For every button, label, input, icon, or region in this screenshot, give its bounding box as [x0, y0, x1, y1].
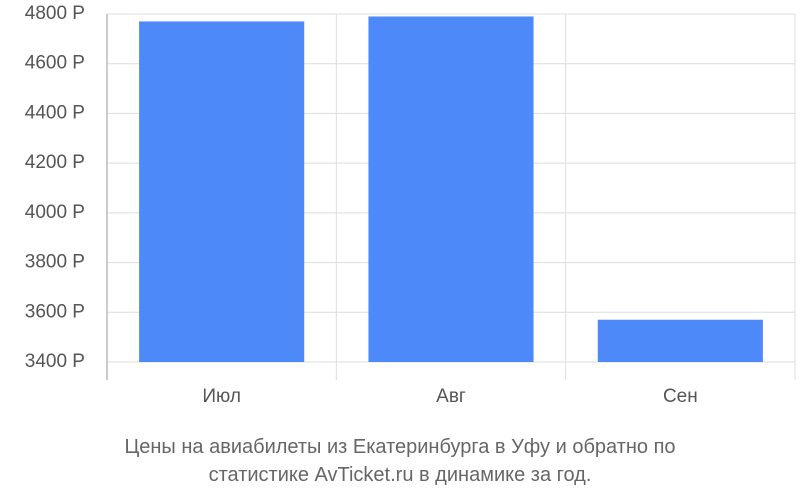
bar [368, 16, 534, 362]
y-tick-label: 4000 Р [25, 202, 85, 223]
chart: 3400 Р 3600 Р 3800 Р 4000 Р 4200 Р 4400 Р 4600… [25, 3, 796, 407]
x-tick-label: Июл [202, 386, 241, 407]
x-tick-label: Авг [436, 386, 466, 407]
y-tick-label: 3800 Р [25, 252, 85, 273]
y-tick-label: 3600 Р [25, 301, 85, 322]
bar [597, 319, 763, 362]
y-tick-label: 4600 Р [25, 53, 85, 74]
x-tick-label: Сен [663, 386, 698, 407]
y-tick-label: 3400 Р [25, 351, 85, 372]
chart-title: Цены на авиабилеты из Екатеринбурга в Уф… [124, 436, 676, 486]
y-tick-label: 4400 Р [25, 102, 85, 123]
y-tick-label: 4200 Р [25, 152, 85, 173]
y-tick-label: 4800 Р [25, 3, 85, 24]
bar [139, 21, 305, 362]
